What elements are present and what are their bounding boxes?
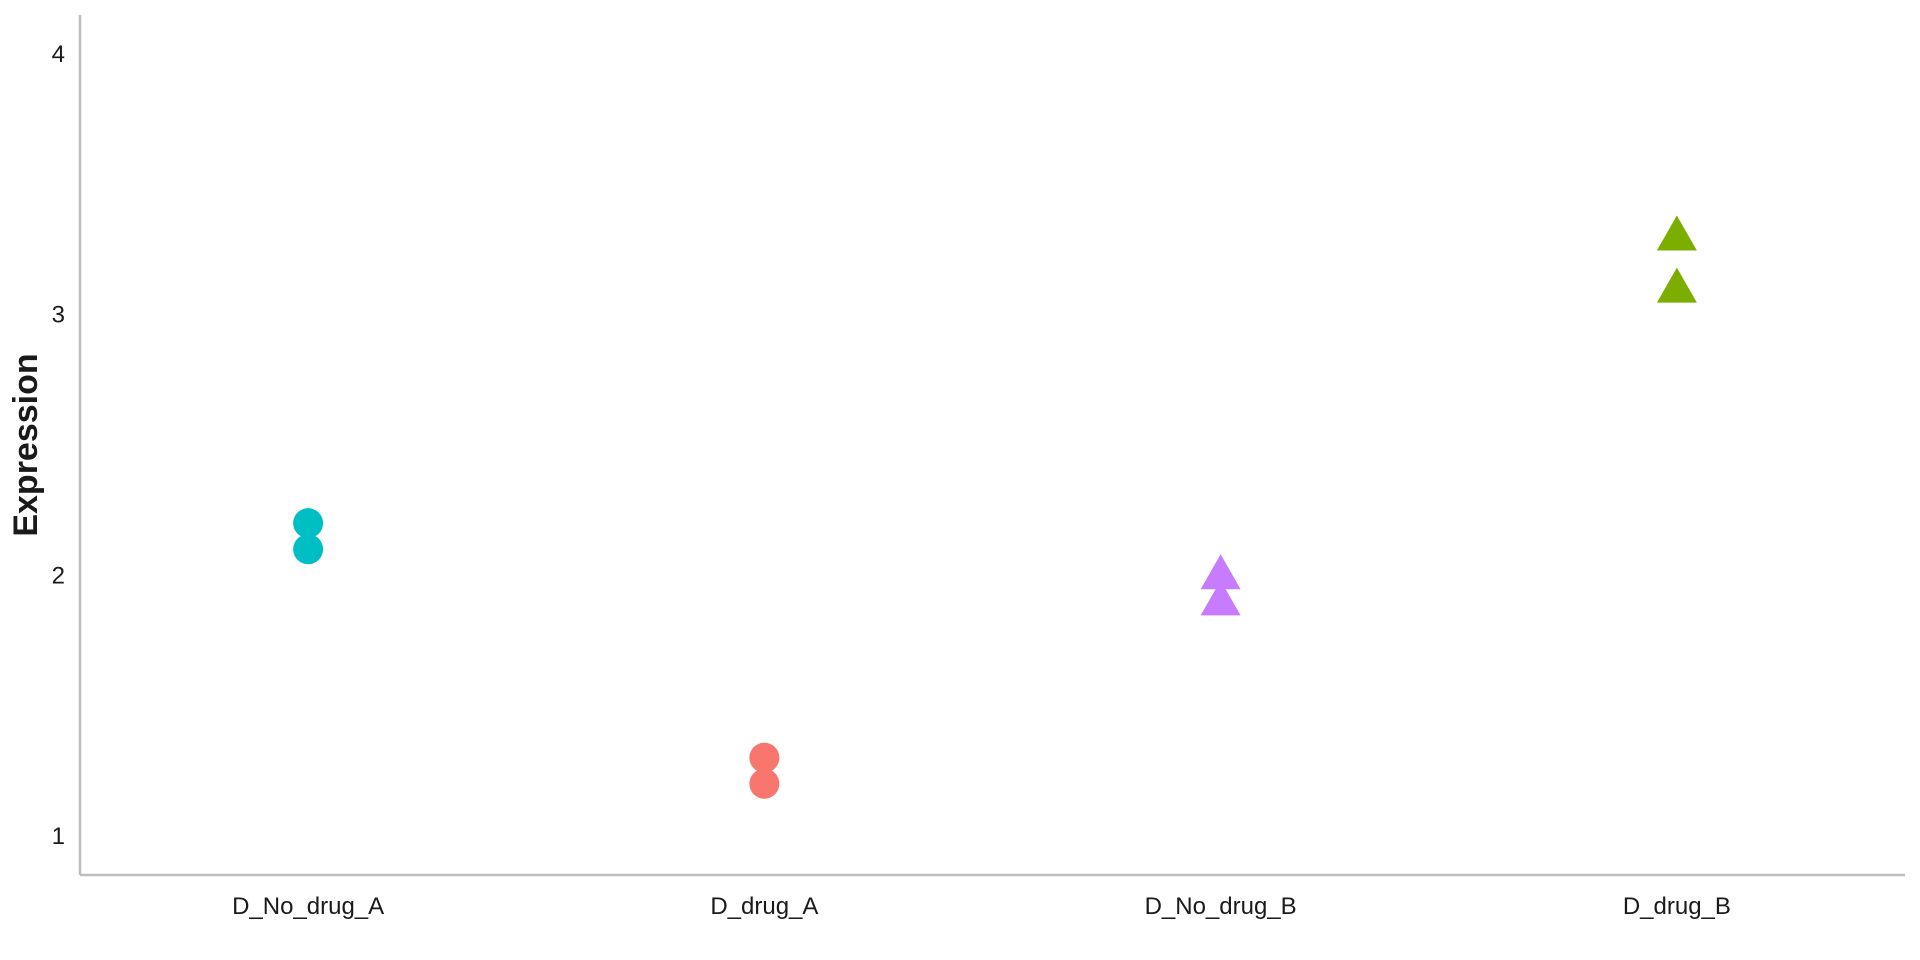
y-axis-ticks: 1 2 3 4: [52, 41, 65, 850]
data-point-circle: [293, 534, 324, 565]
data-point-circle: [749, 742, 780, 773]
x-axis-ticks: D_No_drug_A D_drug_A D_No_drug_B D_drug_B: [232, 893, 1731, 920]
data-point-triangle: [1200, 580, 1241, 616]
x-tick-label: D_No_drug_A: [232, 893, 384, 920]
y-tick-label: 2: [52, 562, 65, 589]
y-tick-label: 4: [52, 41, 65, 68]
y-tick-label: 3: [52, 302, 65, 329]
x-tick-label: D_drug_A: [710, 893, 818, 920]
data-point-triangle: [1656, 267, 1697, 303]
x-tick-label: D_drug_B: [1623, 893, 1731, 920]
x-tick-label: D_No_drug_B: [1145, 893, 1297, 920]
data-point-triangle: [1656, 215, 1697, 251]
y-axis-title: Expression: [7, 353, 45, 536]
y-tick-label: 1: [52, 823, 65, 850]
data-point-triangle: [1200, 554, 1241, 590]
data-point-circle: [749, 768, 780, 799]
data-points: [293, 215, 1697, 799]
data-point-circle: [293, 508, 324, 539]
